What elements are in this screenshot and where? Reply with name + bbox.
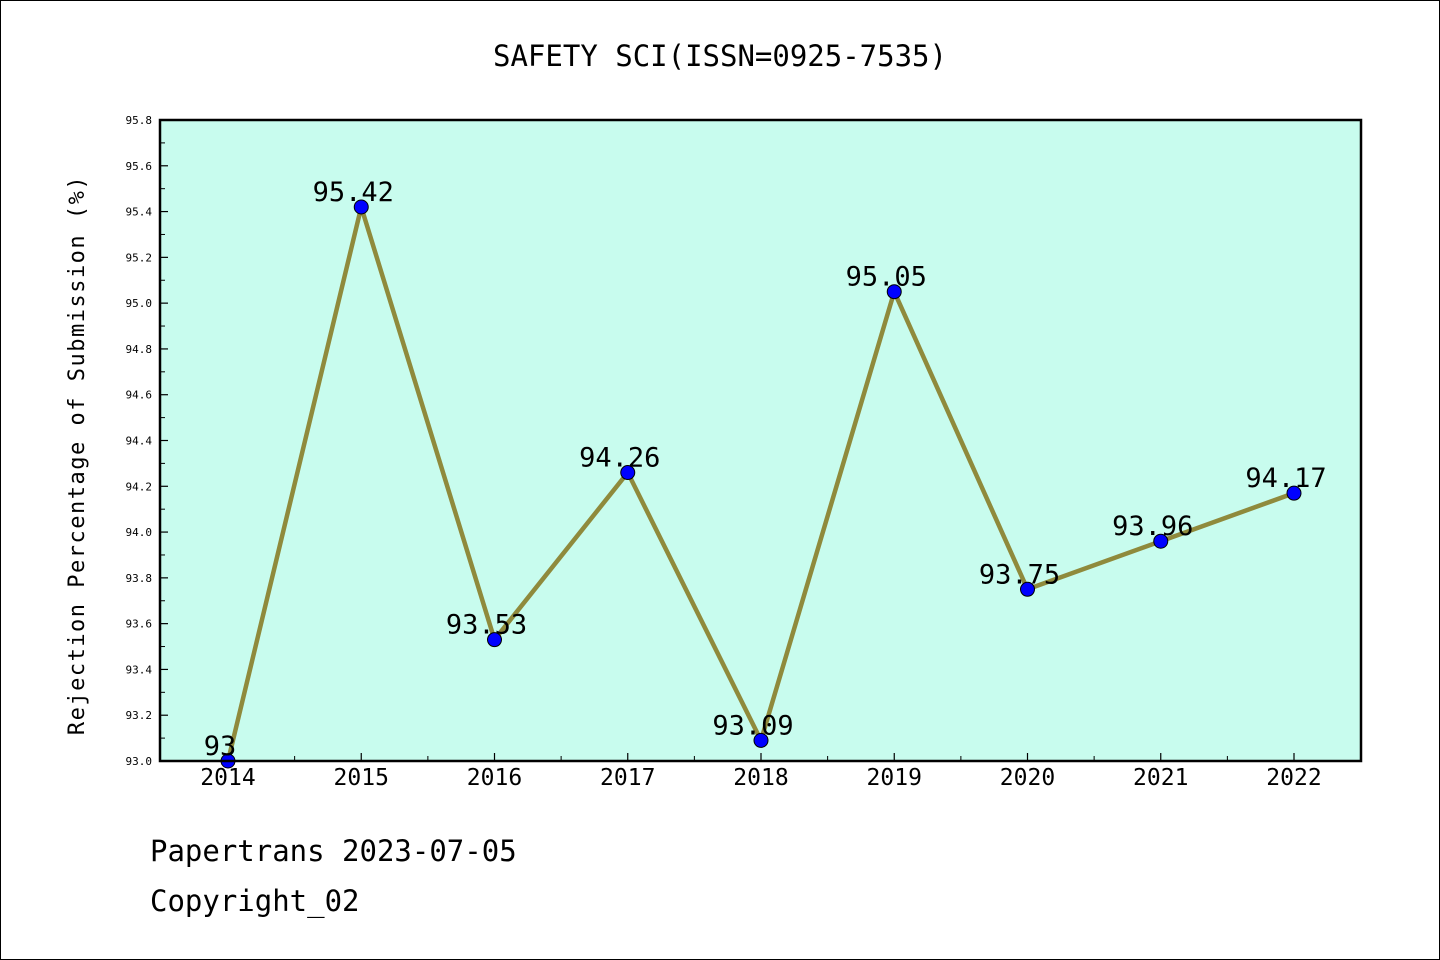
data-point [620,465,636,481]
data-point [1286,485,1302,501]
data-point [886,284,902,300]
data-label: 93.96 [1112,511,1193,542]
plot-border [158,118,1363,763]
data-point [753,732,769,748]
x-tick-label: 2017 [600,765,655,791]
x-tick-label: 2016 [467,765,522,791]
y-tick-label: 94.0 [126,526,153,539]
y-tick-label: 93.6 [126,618,153,631]
data-point [487,632,502,648]
x-axis: 2014 2015 2016 2017 2018 2019 2020 2021 2022 [200,753,1322,791]
data-label: 95.42 [313,177,394,208]
x-tick-label: 2019 [867,765,922,791]
footer-source: Papertrans 2023-07-05 [150,834,517,868]
y-tick-label: 95.6 [126,160,153,173]
x-tick-label: 2015 [334,765,389,791]
y-tick-label: 94.2 [126,480,153,493]
y-axis: 93.0 93.2 93.4 93.6 93.8 94.0 94.2 94.4 94.6 94.8… [126,114,168,768]
y-tick-label: 94.4 [126,435,153,448]
chart-title: SAFETY SCI(ISSN=0925-7535) [493,39,947,73]
y-tick-label: 95.0 [126,297,153,310]
y-tick-label: 93.2 [126,709,153,722]
data-point [1153,533,1169,549]
data-label: 94.26 [579,443,660,474]
series-layer: 93 95.42 93.53 94.26 93.09 95.05 93.75 93.96 94.… [204,177,1327,769]
y-tick-label: 95.2 [126,251,153,264]
y-tick-label: 94.6 [126,389,153,402]
x-tick-label: 2020 [1000,765,1055,791]
data-point [353,199,369,215]
x-tick-label: 2014 [200,765,255,791]
footer-copyright: Copyright_02 [150,884,360,918]
x-tick-label: 2022 [1266,765,1321,791]
data-label: 93.53 [446,610,527,641]
x-tick-label: 2021 [1133,765,1188,791]
data-label: 93 [204,731,237,762]
y-tick-label: 93.4 [126,663,153,676]
x-tick-label: 2018 [733,765,788,791]
data-point [1020,581,1035,597]
y-tick-label: 93.8 [126,572,153,585]
data-label: 94.17 [1245,463,1326,494]
data-label: 93.75 [979,559,1060,590]
y-axis-label: Rejection Percentage of Submission (%) [65,175,90,735]
y-tick-label: 95.8 [126,114,153,127]
y-tick-label: 95.4 [126,206,153,219]
data-label: 95.05 [846,262,927,293]
y-tick-label: 93.0 [126,755,153,768]
data-label: 93.09 [712,710,793,741]
y-tick-label: 94.8 [126,343,153,356]
plot-area [160,120,1361,761]
